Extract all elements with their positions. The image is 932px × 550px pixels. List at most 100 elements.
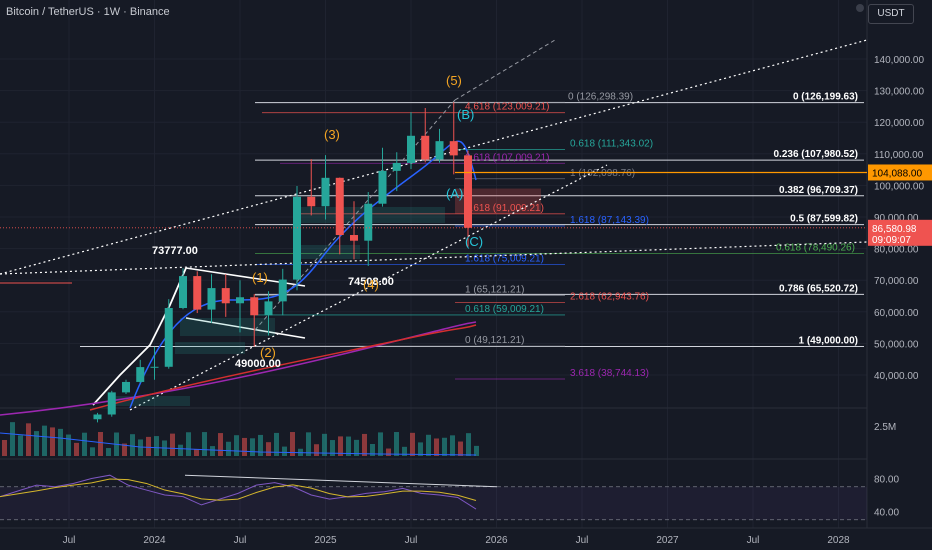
fib-extension-label: 1.618 (87,143.39) [570,215,649,226]
candle-body [164,308,173,367]
volume-bar [346,436,351,456]
ma-red-line [89,324,477,411]
fib-extension-label: 2.618 (91,009.21) [465,203,544,214]
candle-body [321,177,330,207]
candle-body [193,276,202,310]
fib-extension-label: 0 (49,121.21) [465,335,525,346]
wedge-lower-line [185,317,306,339]
volume-bar [82,432,87,456]
volume-bar [386,448,391,456]
volume-bar [2,440,7,456]
candle-body [464,155,472,228]
wave-label: (5) [446,73,462,88]
volume-bar [426,434,431,456]
candle-body [207,288,216,310]
candles [93,102,472,423]
volume-bar [178,444,183,456]
volume-bar [330,440,335,456]
price-tick: 100,000.00 [874,181,924,192]
price-annotation: 74508.00 [348,276,394,288]
volume-bar [10,422,15,456]
price-tick: 90,000.00 [874,213,919,224]
volume-bar [466,433,471,456]
candle-body [221,288,230,304]
countdown-text: 09:09:07 [872,235,911,246]
candle-body [307,196,316,207]
volume-bar [362,433,367,456]
volume-bar [226,441,231,456]
volume-bar [170,433,175,456]
volume-bar [370,444,375,456]
volume-bar [74,442,79,456]
fib-extension-label: 0 (126,298.39) [568,91,633,102]
candle-body [179,276,187,309]
rsi-line [0,474,477,510]
volume-bar [402,446,407,456]
volume-bar [458,441,463,456]
volume-bar [122,443,127,456]
demand-zone [300,207,445,223]
time-tick: Jul [234,535,247,546]
fib-level-label: 0.786 (65,520.72) [779,283,858,294]
volume-bar [18,435,23,456]
candle-body [236,297,244,304]
rsi-tick: 80.00 [874,475,899,486]
wave-label: (2) [260,345,276,360]
level-price-text: 104,088.00 [872,168,922,179]
current-price-text: 86,580.98 [872,224,917,235]
dot-icon [856,4,864,12]
wave-projection-line [454,39,556,101]
volume-bar [394,432,399,456]
fib-extension-label: 0.618 (59,009.21) [465,304,544,315]
volume-bar [194,449,199,456]
volume-bar [250,438,255,456]
time-tick: 2027 [656,535,679,546]
candle-body [293,196,301,280]
fib-level-label: 1 (49,000.00) [799,336,859,347]
candle-body [93,414,102,420]
current-price-tag [868,219,932,246]
fib-level-label: 0.382 (96,709.37) [779,185,858,196]
annotations: 73777.00 74508.00 49000.00 (1) (2) (3) (4) (5) (… [152,73,483,370]
volume-bar [98,432,103,456]
candle-body [150,366,159,368]
price-axis: 140,000.00 130,000.00 120,000.00 110,000.00… [0,55,932,382]
wave-label: (B) [457,107,474,122]
volume-bar [314,444,319,456]
candle-body [250,297,259,316]
time-tick: 2024 [143,535,166,546]
volume-bar [130,434,135,456]
candle-body [350,235,358,241]
price-tick: 130,000.00 [874,87,924,98]
volume-bar [146,436,151,456]
time-tick: Jul [576,535,589,546]
volume-bar [34,431,39,456]
dotted-trend-line [0,39,868,275]
chart-title: Bitcoin / TetherUS · 1W · Binance [6,6,170,18]
candle-body [421,135,430,160]
dotted-trend-line [0,241,868,275]
wave-label: (C) [465,234,483,249]
volume-bar [218,433,223,456]
volume-axis-label: 2.5M [874,422,896,433]
demand-zone [180,318,275,336]
fib-levels: 0 (126,199.63) 0.236 (107,980.52) 0.382 (9… [80,91,864,380]
rsi-tick: 40.00 [874,508,899,519]
time-tick: Jul [405,535,418,546]
demand-zone [300,245,360,259]
volume-bar [138,439,143,456]
volume-bar [210,446,215,456]
rsi-trend-line [184,474,498,488]
currency-badge[interactable]: USDT [868,4,914,24]
volume-ma-line [0,432,477,456]
volume-bar [186,432,191,456]
fib-level-label: 0.5 (87,599.82) [790,214,858,225]
price-tick: 140,000.00 [874,55,924,66]
volume-bar [274,432,279,456]
time-tick: Jul [63,535,76,546]
volume-bar [290,432,295,456]
volume-bar [58,428,63,456]
volume-bar [66,434,71,456]
